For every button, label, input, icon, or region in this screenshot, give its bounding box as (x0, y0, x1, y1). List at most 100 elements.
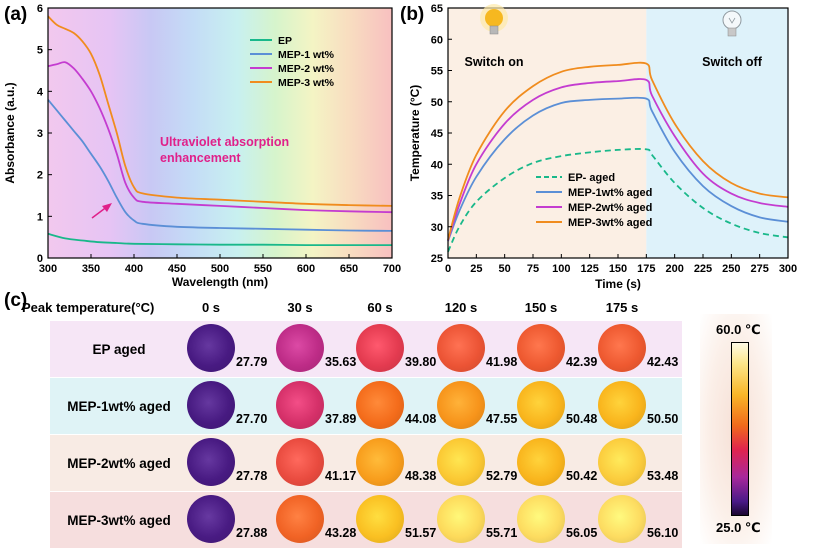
x-tick-label-b: 50 (499, 263, 511, 275)
peak-temperature-value: 51.57 (405, 526, 437, 540)
row-label: EP aged (92, 341, 146, 357)
peak-temperature-value: 41.98 (486, 355, 518, 369)
y-tick-label-b: 35 (431, 191, 443, 203)
time-header: 150 s (524, 300, 558, 315)
legend-label-b-2: MEP-2wt% aged (568, 202, 652, 214)
switch-off-region (646, 8, 788, 258)
peak-temperature-value: 50.42 (566, 469, 598, 483)
peak-temperature-value: 47.55 (486, 412, 518, 426)
peak-temperature-value: 41.17 (325, 469, 357, 483)
x-tick-label-a: 700 (383, 263, 401, 275)
x-tick-label-b: 175 (637, 263, 655, 275)
peak-temperature-value: 56.10 (647, 526, 679, 540)
legend-label-a-2: MEP-2 wt% (278, 63, 335, 75)
y-tick-label-a: 5 (37, 45, 43, 57)
bulb-off-icon (722, 10, 742, 37)
thermal-image (276, 381, 324, 429)
peak-temperature-value: 27.78 (236, 469, 268, 483)
y-tick-label-a: 2 (37, 170, 43, 182)
row-band (50, 321, 682, 377)
time-header: 30 s (287, 300, 313, 315)
peak-temperature-value: 27.88 (236, 526, 268, 540)
y-axis-label-a: Absorbance (a.u.) (3, 82, 17, 183)
peak-temperature-value: 39.80 (405, 355, 437, 369)
y-axis-label-b: Temperature (°C) (410, 85, 422, 182)
series-line-b-2 (447, 78, 789, 241)
peak-temperature-header: Peak temperature(°C) (22, 300, 155, 315)
y-tick-label-b: 65 (431, 3, 443, 15)
x-tick-label-a: 500 (211, 263, 229, 275)
colorbar-max-label: 60.0 ℃ (716, 322, 761, 337)
thermal-image (517, 324, 565, 372)
y-tick-label-b: 25 (431, 253, 443, 265)
bulb-on-icon (480, 4, 508, 35)
x-tick-label-a: 450 (168, 263, 186, 275)
x-tick-label-b: 275 (750, 263, 768, 275)
peak-temperature-value: 27.70 (236, 412, 268, 426)
y-tick-label-b: 55 (431, 66, 443, 78)
row-label: MEP-1wt% aged (67, 398, 171, 414)
x-tick-label-b: 75 (527, 263, 539, 275)
peak-temperature-value: 55.71 (486, 526, 518, 540)
y-tick-label-b: 50 (431, 97, 443, 109)
row-label: MEP-3wt% aged (67, 512, 171, 528)
series-line-a-3 (47, 15, 393, 207)
time-header: 175 s (605, 300, 639, 315)
thermal-image (437, 324, 485, 372)
x-tick-label-b: 0 (445, 263, 451, 275)
thermal-image (517, 438, 565, 486)
panel-label-c: (c) (4, 290, 28, 311)
x-axis-label-a: Wavelength (nm) (172, 275, 268, 289)
x-tick-label-b: 225 (694, 263, 712, 275)
series-line-b-0 (447, 148, 789, 253)
colorbar-min-label: 25.0 ℃ (716, 520, 761, 535)
x-tick-label-a: 600 (297, 263, 315, 275)
y-tick-label-b: 40 (431, 159, 443, 171)
switch-on-label: Switch on (464, 55, 523, 69)
switch-on-region (448, 8, 647, 258)
legend-label-a-3: MEP-3 wt% (278, 77, 335, 89)
row-band (50, 492, 682, 548)
legend-label-b-3: MEP-3wt% aged (568, 217, 652, 229)
peak-temperature-value: 42.43 (647, 355, 679, 369)
thermal-image (187, 324, 235, 372)
legend-label-a-0: EP (278, 35, 292, 47)
panel-label-a: (a) (4, 4, 28, 25)
peak-temperature-value: 53.48 (647, 469, 679, 483)
x-tick-label-a: 650 (340, 263, 358, 275)
peak-temperature-value: 43.28 (325, 526, 357, 540)
peak-temperature-value: 42.39 (566, 355, 598, 369)
time-header: 60 s (367, 300, 393, 315)
thermal-image (437, 495, 485, 543)
thermal-image (598, 324, 646, 372)
x-tick-label-b: 250 (722, 263, 740, 275)
legend-label-b-1: MEP-1wt% aged (568, 187, 652, 199)
thermal-image (276, 438, 324, 486)
thermal-image (187, 495, 235, 543)
y-tick-label-b: 45 (431, 128, 443, 140)
thermal-image (517, 381, 565, 429)
x-axis-label-b: Time (s) (595, 277, 641, 291)
peak-temperature-value: 44.08 (405, 412, 437, 426)
x-tick-label-a: 550 (254, 263, 272, 275)
switch-off-label: Switch off (702, 55, 763, 69)
x-tick-label-b: 125 (580, 263, 598, 275)
uv-annotation: Ultraviolet absorption enhancement (160, 135, 293, 165)
series-line-b-3 (447, 61, 789, 241)
thermal-image (276, 324, 324, 372)
x-tick-label-a: 400 (125, 263, 143, 275)
thermal-image (598, 381, 646, 429)
thermal-image (187, 381, 235, 429)
y-tick-label-a: 1 (37, 211, 43, 223)
y-tick-label-b: 60 (431, 34, 443, 46)
y-tick-label-a: 4 (37, 86, 44, 98)
series-line-a-0 (47, 232, 392, 247)
row-band (50, 378, 682, 434)
thermal-image (356, 381, 404, 429)
peak-temperature-value: 50.48 (566, 412, 598, 426)
peak-temperature-value: 35.63 (325, 355, 357, 369)
thermal-image (356, 495, 404, 543)
time-header: 120 s (444, 300, 478, 315)
y-tick-label-a: 0 (37, 253, 43, 265)
thermal-image (437, 438, 485, 486)
